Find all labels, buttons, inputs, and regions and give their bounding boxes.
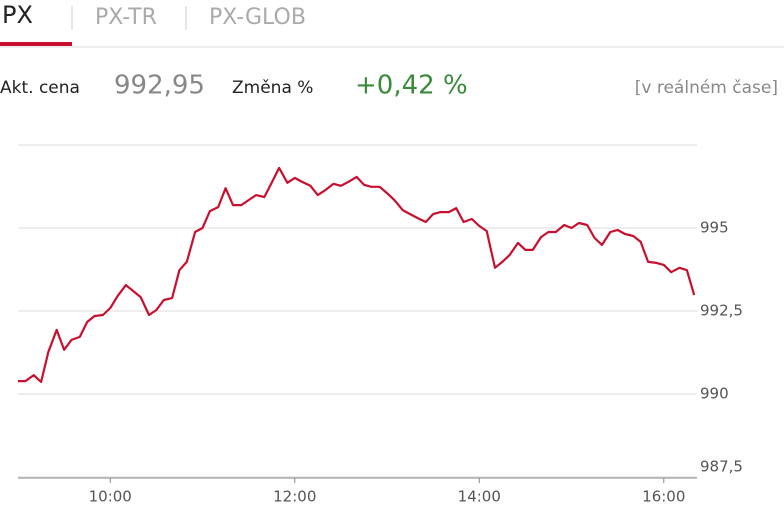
x-tick-label: 12:00 <box>273 488 316 506</box>
change-label: Změna % <box>232 78 313 98</box>
x-tick-label: 14:00 <box>458 488 501 506</box>
tab-underline <box>0 42 72 46</box>
realtime-note: [v reálném čase] <box>635 78 778 98</box>
tab[interactable]: PX-GLOB <box>209 5 306 30</box>
tab[interactable]: PX-TR <box>95 5 157 30</box>
y-tick-label: 987,5 <box>700 458 743 476</box>
price-label: Akt. cena <box>0 78 80 98</box>
change: +0,42 % <box>355 71 468 101</box>
price-line <box>18 166 696 384</box>
x-tick-label: 10:00 <box>89 488 132 506</box>
x-tick-label: 16:00 <box>642 488 685 506</box>
tab-active[interactable]: PX <box>2 1 33 29</box>
y-tick-label: 995 <box>700 219 729 237</box>
y-tick-label: 990 <box>700 385 729 403</box>
price: 992,95 <box>114 71 205 101</box>
y-tick-label: 992,5 <box>700 302 743 320</box>
